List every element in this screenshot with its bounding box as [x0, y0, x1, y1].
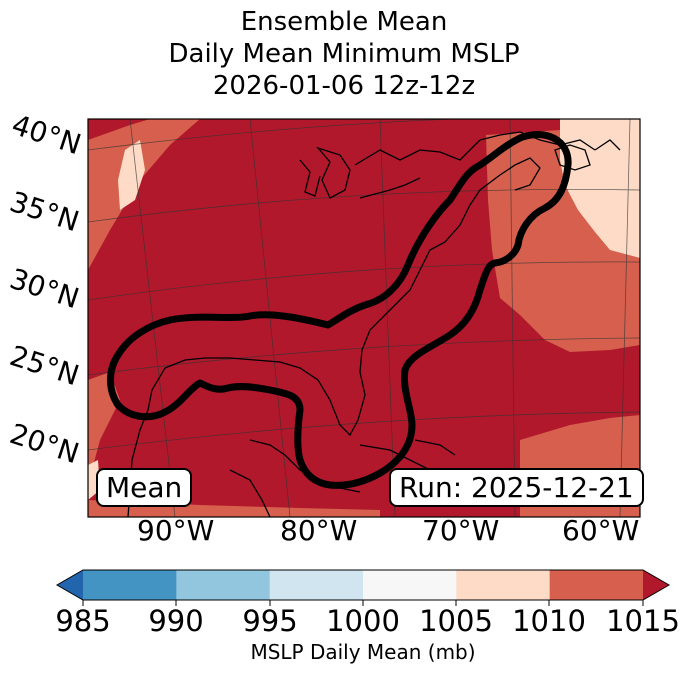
contour-1015 — [107, 131, 572, 489]
colorbar-tick-1010: 1010 — [512, 604, 586, 638]
colorbar-ticks — [82, 600, 644, 606]
colorbar-bin-990-995 — [176, 570, 271, 600]
colorbar-tick-1005: 1005 — [419, 604, 493, 638]
run-date-box: Run: 2025-12-21 — [389, 468, 644, 507]
map-frame — [87, 118, 641, 518]
colorbar-bin-<985 — [57, 570, 83, 600]
colorbar-label: MSLP Daily Mean (mb) — [250, 640, 476, 664]
field-mid-red-west-top — [88, 119, 200, 270]
lon-label-80: 80°W — [280, 514, 358, 547]
colorbar-bin-1010-1015 — [549, 570, 644, 600]
colorbar-bin-995-1000 — [269, 570, 364, 600]
colorbar-bins — [55, 569, 671, 601]
colorbar-tick-990: 990 — [148, 604, 204, 638]
colorbar-bin-985-990 — [83, 570, 177, 600]
colorbar-bin-1000-1005 — [363, 570, 457, 600]
colorbar-bin-1005-1010 — [456, 570, 551, 600]
colorbar-tick-985: 985 — [55, 604, 111, 638]
field-light-peach-nw — [118, 140, 145, 210]
title-line-3: 2026-01-06 12z-12z — [212, 71, 476, 101]
lon-label-90: 90°W — [137, 514, 215, 547]
mean-label-box: Mean — [96, 468, 193, 507]
field-light-peach-ne — [560, 119, 640, 258]
colorbar-tick-1000: 1000 — [326, 604, 400, 638]
title-line-2: Daily Mean Minimum MSLP — [168, 39, 520, 69]
coastlines — [127, 131, 621, 517]
colorbar-tick-995: 995 — [242, 604, 298, 638]
lon-label-60: 60°W — [562, 514, 640, 547]
colorbar-tick-1015: 1015 — [606, 604, 680, 638]
title-line-1: Ensemble Mean — [240, 7, 448, 37]
lon-label-70: 70°W — [422, 514, 500, 547]
colorbar-bin->1015 — [643, 570, 669, 600]
